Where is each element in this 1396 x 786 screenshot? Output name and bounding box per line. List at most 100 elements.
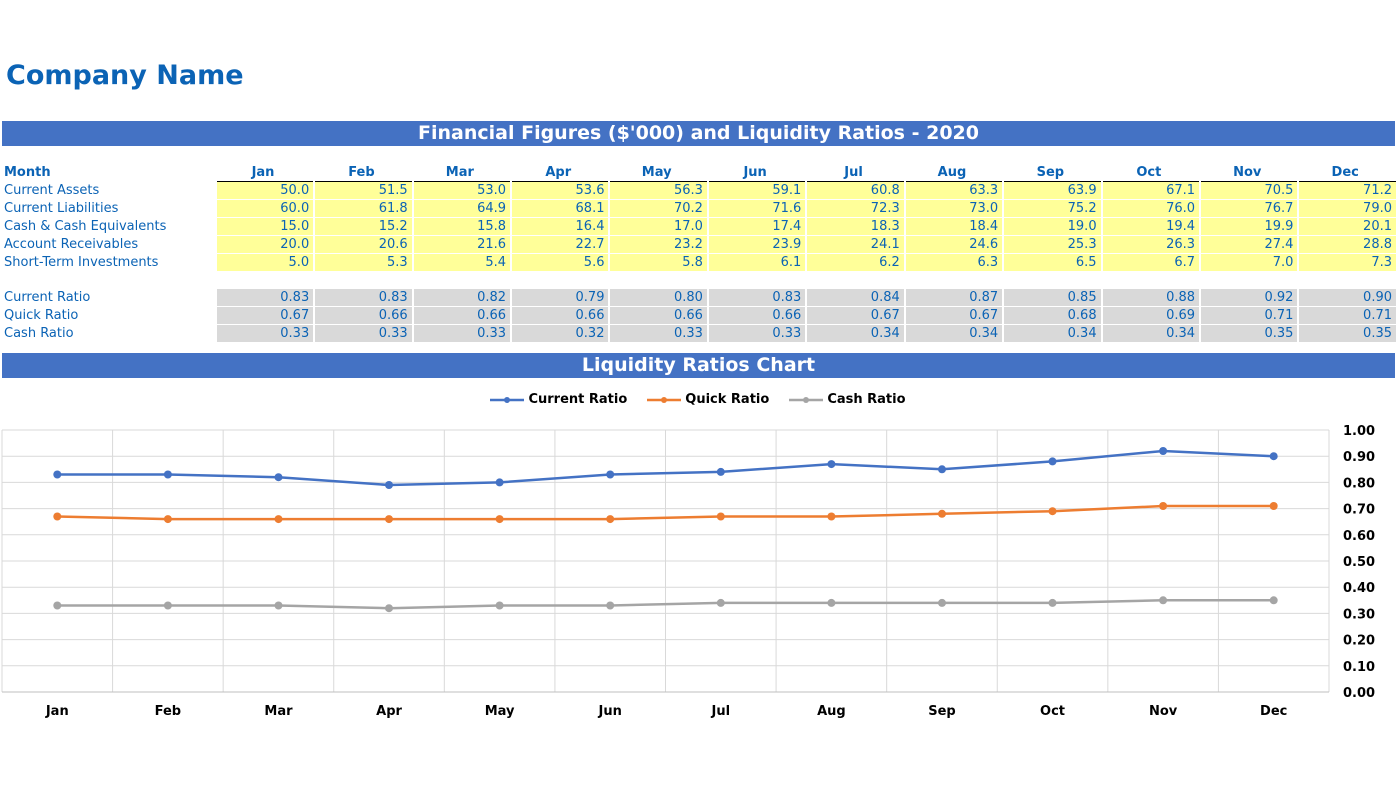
figure-cell: 17.4 [706,217,807,236]
data-point [163,515,172,524]
month-header-jan: Jan [215,164,315,182]
ratio-cell: 0.83 [214,289,315,307]
data-point [1048,457,1057,466]
ratio-cell: 0.79 [510,289,610,307]
data-point [1159,596,1168,605]
figure-cell: 79.0 [1297,199,1396,218]
data-point [495,515,504,524]
data-point [606,515,615,524]
y-tick-label: 0.20 [1343,634,1375,649]
ratio-cell: 0.34 [1100,324,1201,343]
month-label: Month [4,164,51,180]
ratio-cell: 0.66 [510,306,610,325]
data-point [938,465,946,474]
figure-cell: 75.2 [1002,199,1102,218]
y-tick-label: 0.60 [1343,529,1375,544]
y-tick-label: 0.90 [1343,450,1375,465]
figure-cell: 20.1 [1297,217,1396,236]
figure-cell: 5.8 [608,253,708,272]
figure-cell: 59.1 [706,181,807,200]
data-point [163,470,172,479]
legend-label: Current Ratio [528,392,628,407]
figure-cell: 70.5 [1199,181,1299,200]
figure-cell: 15.8 [411,217,512,236]
financial-table: Month Jan Feb Mar Apr May Jun Jul Aug Sep Oct Nov De… [2,164,1396,343]
series-line [57,504,1274,521]
ratio-cell: 0.67 [214,306,315,325]
data-point [827,598,836,607]
figure-row: Current Assets 50.0 51.5 53.0 53.6 56.3 59.1 60… [2,181,1396,200]
legend-label: Quick Ratio [685,392,770,407]
spacer-row [2,272,1396,290]
chart-legend: Current Ratio Quick Ratio Cash Ratio [0,392,1396,409]
month-header-jul: Jul [806,164,905,182]
ratio-row-label: Cash Ratio [4,325,74,341]
figure-cell: 15.2 [313,217,413,236]
liquidity-ratios-chart: 0.00 0.10 0.20 0.30 0.40 0.50 0.60 0.70 0.80 0.90… [1,424,1375,719]
data-point [53,512,62,521]
y-tick-label: 0.30 [1343,607,1375,622]
data-point [163,601,172,610]
month-header-mar: Mar [412,164,512,182]
data-point [274,515,283,524]
figure-cell: 53.6 [510,181,610,200]
data-point [716,598,725,607]
x-tick-label: Nov [1149,704,1178,719]
figure-cell: 19.4 [1100,217,1201,236]
ratio-cell: 0.67 [903,306,1004,325]
data-point [938,509,946,518]
ratio-cell: 0.66 [313,306,413,325]
data-point [53,601,62,610]
figure-row: Cash & Cash Equivalents 15.0 15.2 15.8 16.4 1… [2,217,1396,236]
ratio-cell: 0.33 [411,324,512,343]
ratio-cell: 0.68 [1002,306,1102,325]
ratio-cell: 0.66 [706,306,807,325]
figure-cell: 50.0 [214,181,315,200]
ratio-cell: 0.35 [1199,324,1299,343]
figure-cell: 63.9 [1002,181,1102,200]
x-tick-label: May [485,704,515,719]
data-point [1048,507,1057,516]
figure-cell: 22.7 [510,235,610,254]
figure-cell: 7.3 [1297,253,1396,272]
figure-cell: 26.3 [1100,235,1201,254]
data-point [606,470,615,479]
ratio-cell: 0.90 [1297,289,1396,307]
data-point [1269,452,1278,461]
figure-cell: 28.8 [1297,235,1396,254]
figure-cell: 60.0 [214,199,315,218]
data-point [716,512,725,521]
figure-cell: 20.6 [313,235,413,254]
ratio-cell: 0.33 [313,324,413,343]
figure-cell: 24.1 [805,235,905,254]
ratio-cell: 0.33 [214,324,315,343]
figure-cell: 15.0 [214,217,315,236]
data-point [495,478,504,487]
figure-cell: 76.0 [1100,199,1201,218]
figure-cell: 17.0 [608,217,708,236]
ratio-cell: 0.82 [411,289,512,307]
ratio-cell: 0.66 [608,306,708,325]
figure-row-label: Current Liabilities [4,200,119,216]
x-tick-label: Sep [928,704,956,719]
x-tick-label: Apr [376,704,402,719]
x-tick-label: Feb [155,704,181,719]
legend-marker [647,396,682,403]
legend-item: Quick Ratio [647,392,769,407]
ratio-cell: 0.83 [313,289,413,307]
ratio-cell: 0.33 [706,324,807,343]
figure-cell: 19.0 [1002,217,1102,236]
data-point [1048,598,1057,607]
figure-cell: 64.9 [411,199,512,218]
data-point [938,598,946,607]
figure-row-label: Account Receivables [4,236,139,252]
figure-cell: 23.2 [608,235,708,254]
ratio-cell: 0.69 [1100,306,1201,325]
figure-cell: 5.6 [510,253,610,272]
ratio-cell: 0.34 [805,324,905,343]
y-tick-label: 0.10 [1343,660,1375,675]
data-point [53,470,62,479]
ratio-cell: 0.66 [411,306,512,325]
figure-cell: 6.3 [903,253,1004,272]
month-header-nov: Nov [1200,164,1299,182]
